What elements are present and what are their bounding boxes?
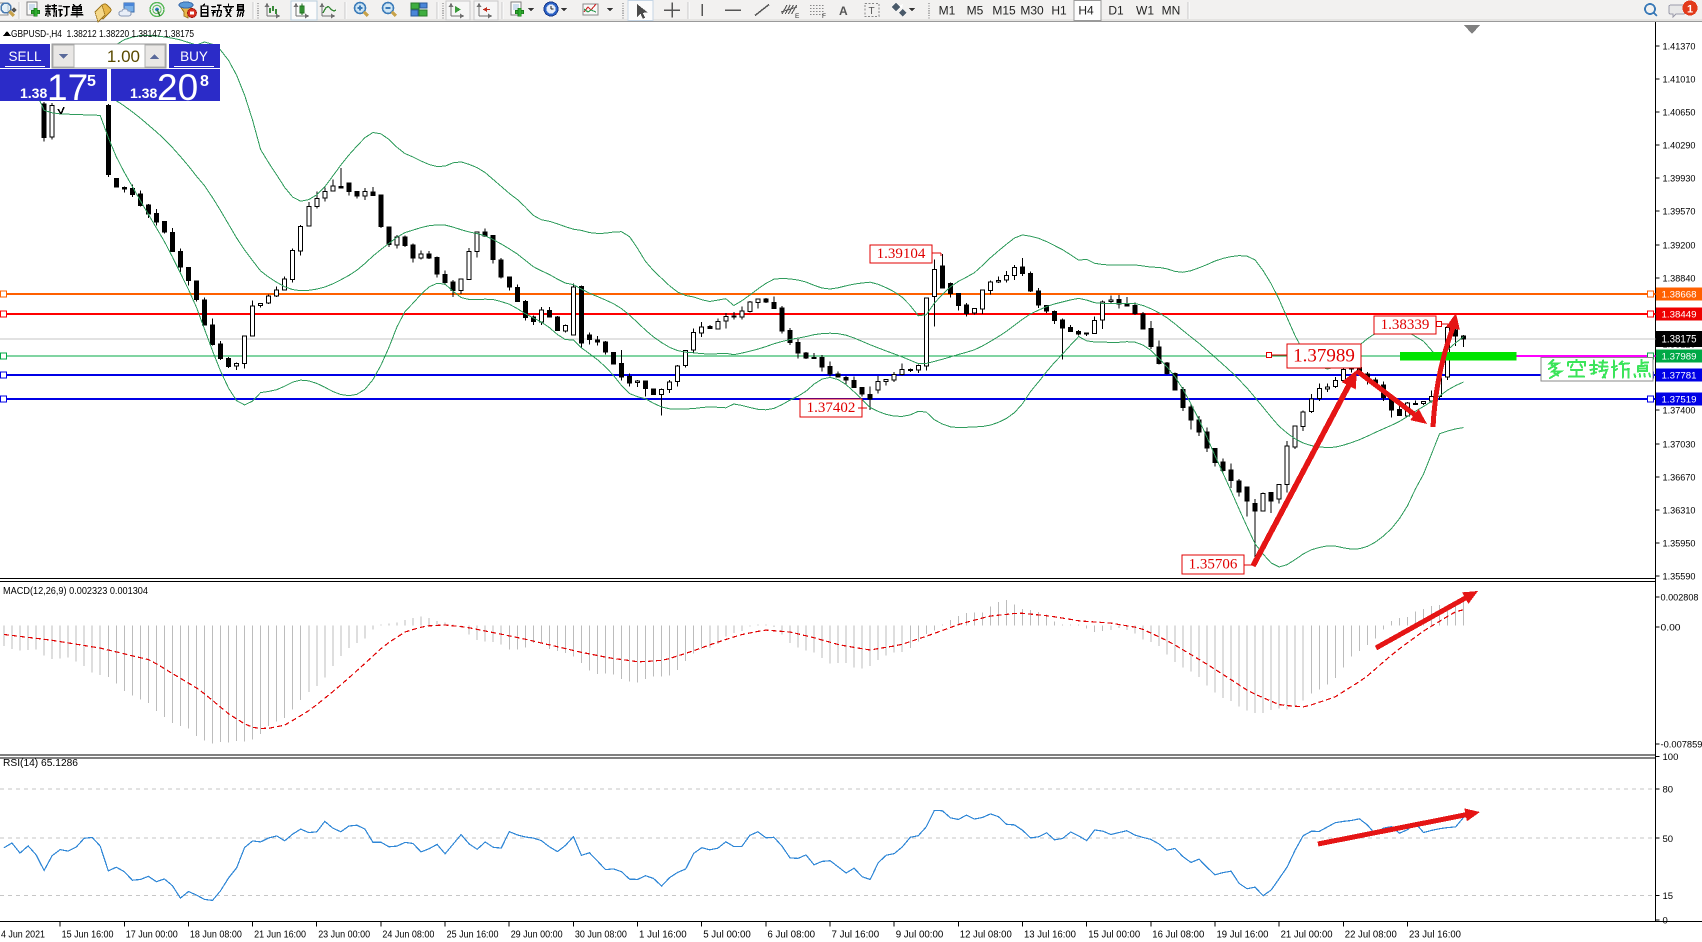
svg-text:8: 8 (200, 73, 209, 90)
svg-text:1.38449: 1.38449 (1662, 309, 1697, 320)
svg-text:1.38: 1.38 (130, 85, 157, 101)
svg-text:22 Jul 08:00: 22 Jul 08:00 (1345, 930, 1397, 941)
svg-text:-0.007859: -0.007859 (1661, 740, 1702, 751)
svg-text:15: 15 (1663, 891, 1674, 902)
svg-text:1.37781: 1.37781 (1662, 371, 1697, 382)
svg-text:13 Jul 16:00: 13 Jul 16:00 (1024, 930, 1076, 941)
svg-text:1.40650: 1.40650 (1663, 108, 1696, 119)
svg-text:5: 5 (87, 73, 96, 90)
svg-text:23 Jun 00:00: 23 Jun 00:00 (318, 930, 370, 941)
svg-text:1: 1 (1687, 4, 1693, 16)
svg-text:1.41370: 1.41370 (1663, 42, 1696, 53)
svg-text:0.002808: 0.002808 (1661, 593, 1699, 604)
svg-text:A: A (839, 4, 848, 18)
svg-text:12 Jul 08:00: 12 Jul 08:00 (960, 930, 1012, 941)
svg-text:1.39200: 1.39200 (1663, 241, 1696, 252)
svg-text:1 Jul 16:00: 1 Jul 16:00 (639, 930, 687, 941)
svg-text:17 Jun 00:00: 17 Jun 00:00 (126, 930, 178, 941)
svg-text:1.39930: 1.39930 (1663, 174, 1696, 185)
svg-text:15 Jun 16:00: 15 Jun 16:00 (62, 930, 114, 941)
svg-text:1.35706: 1.35706 (1189, 557, 1238, 573)
svg-text:M1: M1 (939, 4, 956, 18)
svg-text:1.36310: 1.36310 (1663, 506, 1696, 517)
svg-text:0.00: 0.00 (1661, 623, 1681, 634)
svg-text:1.00: 1.00 (107, 47, 140, 66)
svg-text:5 Jul 00:00: 5 Jul 00:00 (703, 930, 751, 941)
svg-text:1.37989: 1.37989 (1662, 352, 1697, 363)
svg-text:16 Jul 08:00: 16 Jul 08:00 (1152, 930, 1204, 941)
svg-text:SELL: SELL (8, 49, 42, 64)
svg-text:24 Jun 08:00: 24 Jun 08:00 (382, 930, 434, 941)
svg-text:1.37519: 1.37519 (1662, 395, 1697, 406)
svg-text:1.39570: 1.39570 (1663, 207, 1696, 218)
svg-text:1.35950: 1.35950 (1663, 539, 1696, 550)
svg-text:1.40290: 1.40290 (1663, 141, 1696, 152)
svg-text:M30: M30 (1020, 4, 1044, 18)
svg-text:M5: M5 (967, 4, 984, 18)
svg-text:29 Jun 00:00: 29 Jun 00:00 (511, 930, 563, 941)
svg-text:21 Jun 16:00: 21 Jun 16:00 (254, 930, 306, 941)
svg-text:H1: H1 (1051, 4, 1067, 18)
svg-text:25 Jun 16:00: 25 Jun 16:00 (447, 930, 499, 941)
svg-text:20: 20 (157, 67, 198, 108)
svg-text:30 Jun 08:00: 30 Jun 08:00 (575, 930, 627, 941)
svg-text:1.38339: 1.38339 (1381, 317, 1430, 333)
svg-text:BUY: BUY (180, 49, 208, 64)
svg-text:4 Jun 2021: 4 Jun 2021 (1, 930, 45, 941)
svg-text:1.38: 1.38 (20, 85, 47, 101)
svg-text:1.37402: 1.37402 (807, 400, 856, 416)
svg-text:50: 50 (1663, 834, 1674, 845)
svg-text:18 Jun 08:00: 18 Jun 08:00 (190, 930, 242, 941)
svg-text:1.37030: 1.37030 (1663, 440, 1696, 451)
svg-text:GBPUSD-,H4 1.38212 1.38220 1.: GBPUSD-,H4 1.38212 1.38220 1.38147 1.381… (11, 28, 194, 40)
svg-text:21 Jul 00:00: 21 Jul 00:00 (1281, 930, 1333, 941)
svg-text:1.37989: 1.37989 (1293, 345, 1355, 366)
svg-text:9 Jul 00:00: 9 Jul 00:00 (896, 930, 944, 941)
svg-text:7 Jul 16:00: 7 Jul 16:00 (832, 930, 880, 941)
svg-text:23 Jul 16:00: 23 Jul 16:00 (1409, 930, 1461, 941)
svg-text:E: E (795, 13, 800, 20)
svg-text:M15: M15 (992, 4, 1016, 18)
svg-text:1.36670: 1.36670 (1663, 473, 1696, 484)
svg-text:1.38175: 1.38175 (1662, 334, 1697, 346)
svg-text:1.39104: 1.39104 (877, 246, 926, 262)
svg-text:H4: H4 (1078, 4, 1094, 18)
svg-text:MACD(12,26,9) 0.002323 0.00130: MACD(12,26,9) 0.002323 0.001304 (3, 586, 148, 597)
svg-text:80: 80 (1663, 785, 1674, 796)
svg-text:RSI(14) 65.1286: RSI(14) 65.1286 (3, 758, 78, 769)
svg-text:1.38840: 1.38840 (1663, 274, 1696, 285)
svg-text:17: 17 (47, 67, 88, 108)
svg-text:1.35590: 1.35590 (1663, 572, 1696, 583)
svg-text:100: 100 (1663, 752, 1679, 763)
svg-text:F: F (822, 13, 826, 20)
svg-text:15 Jul 00:00: 15 Jul 00:00 (1088, 930, 1140, 941)
svg-text:0: 0 (1663, 916, 1668, 927)
svg-text:1.38668: 1.38668 (1662, 289, 1697, 300)
svg-text:1.37400: 1.37400 (1663, 406, 1696, 417)
svg-text:MN: MN (1162, 4, 1181, 18)
svg-text:19 Jul 16:00: 19 Jul 16:00 (1217, 930, 1269, 941)
svg-text:T: T (869, 6, 875, 17)
svg-text:6 Jul 08:00: 6 Jul 08:00 (767, 930, 815, 941)
svg-text:D1: D1 (1108, 4, 1124, 18)
svg-text:1.41010: 1.41010 (1663, 75, 1696, 86)
svg-text:W1: W1 (1136, 4, 1154, 18)
